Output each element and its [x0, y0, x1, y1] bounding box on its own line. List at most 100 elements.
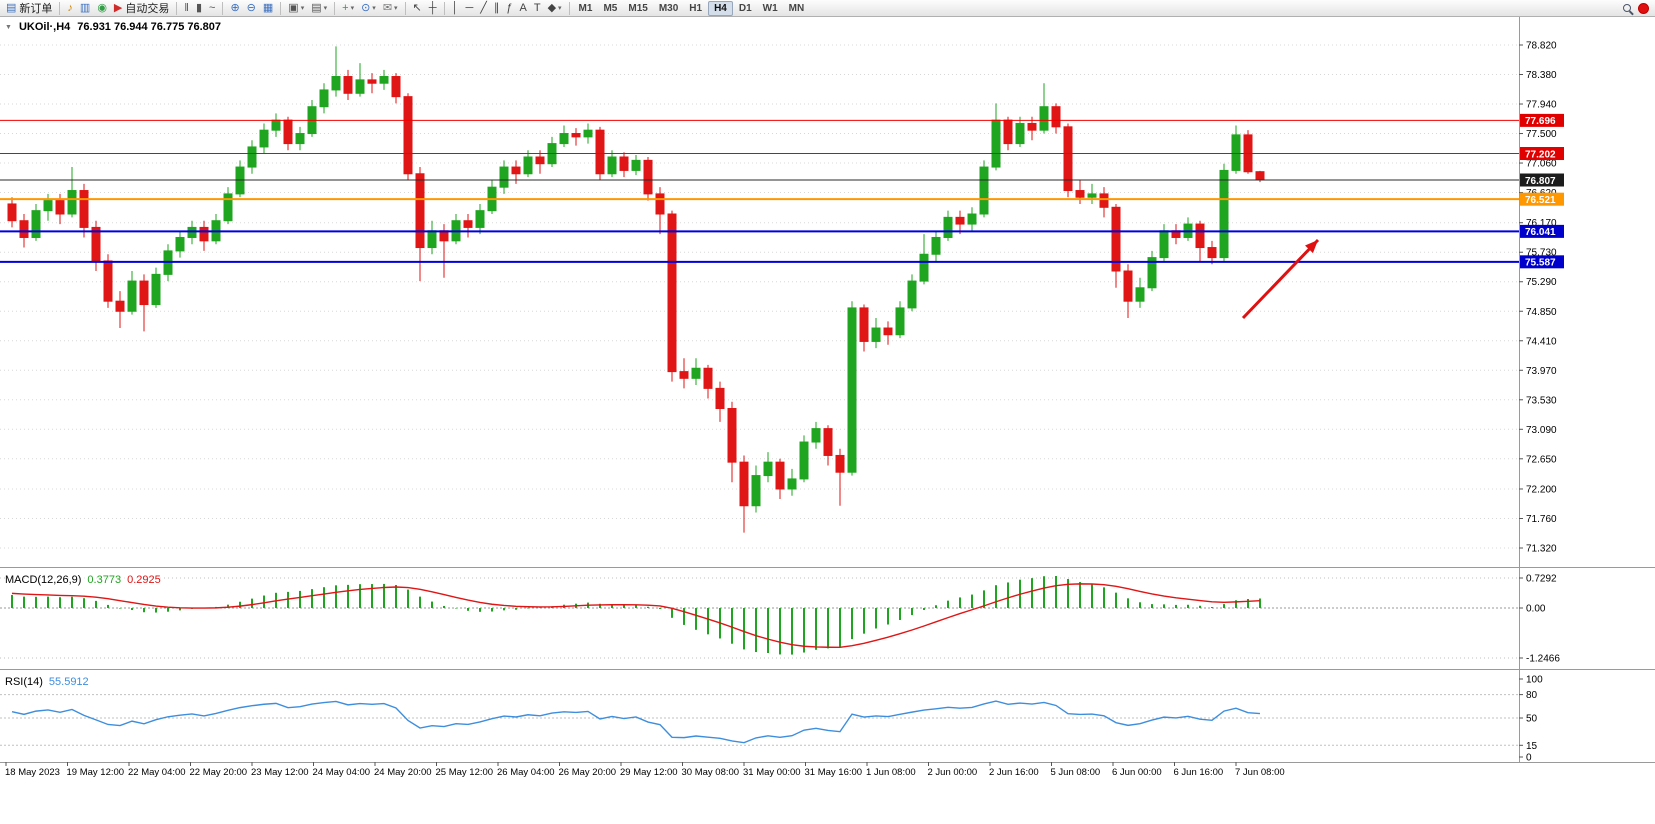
candle[interactable]: [1219, 163, 1229, 261]
candle[interactable]: [691, 358, 701, 386]
arrow-annotation[interactable]: [1241, 238, 1320, 320]
crosshair-tool[interactable]: ┼: [426, 1, 440, 16]
candle[interactable]: [655, 187, 665, 235]
candle[interactable]: [343, 69, 353, 100]
candle[interactable]: [1231, 125, 1241, 174]
level-lines-layer[interactable]: [0, 119, 1519, 263]
notification-badge[interactable]: [1638, 2, 1649, 14]
candle[interactable]: [571, 128, 581, 146]
cursor-tool[interactable]: ↖: [410, 1, 425, 16]
candle[interactable]: [391, 73, 401, 104]
candle[interactable]: [247, 140, 257, 174]
trendline-tool[interactable]: ╱: [477, 1, 490, 16]
candle[interactable]: [871, 317, 881, 349]
candle[interactable]: [835, 448, 845, 506]
timeframe-m30[interactable]: M30: [658, 2, 679, 14]
add-indicator-button[interactable]: + ▾: [339, 1, 357, 16]
candle[interactable]: [127, 271, 137, 315]
candle[interactable]: [1243, 130, 1253, 174]
candle[interactable]: [487, 180, 497, 215]
candle[interactable]: [955, 210, 965, 235]
candle[interactable]: [1075, 180, 1085, 204]
candle[interactable]: [1183, 217, 1193, 241]
candle[interactable]: [631, 154, 641, 176]
candle[interactable]: [211, 214, 221, 245]
candle[interactable]: [1111, 203, 1121, 288]
candle[interactable]: [1195, 220, 1205, 261]
shapes-tool[interactable]: ◆ ▾: [545, 1, 565, 16]
label-tool[interactable]: T: [531, 1, 544, 16]
candle[interactable]: [379, 69, 389, 90]
candle[interactable]: [727, 401, 737, 483]
channel-tool[interactable]: ∥: [491, 1, 503, 16]
search-button[interactable]: [1620, 1, 1634, 16]
snapshot-button[interactable]: ✉ ▾: [380, 1, 401, 16]
candle[interactable]: [415, 167, 425, 282]
candle[interactable]: [991, 103, 1001, 171]
zoom-in-icon[interactable]: ⊕: [227, 1, 242, 16]
candle[interactable]: [31, 203, 41, 241]
candle[interactable]: [739, 455, 749, 533]
candles-layer[interactable]: [7, 46, 1265, 533]
candle[interactable]: [187, 220, 197, 245]
candle[interactable]: [499, 160, 509, 194]
period-button[interactable]: ⊙ ▾: [358, 1, 379, 16]
candle[interactable]: [235, 160, 245, 198]
candle[interactable]: [967, 207, 977, 231]
candle[interactable]: [91, 220, 101, 272]
timeframe-d1[interactable]: D1: [738, 2, 752, 14]
mql-community-icon[interactable]: ◉: [94, 1, 110, 16]
candle[interactable]: [1207, 240, 1217, 265]
candle[interactable]: [1015, 116, 1025, 147]
candle[interactable]: [223, 187, 233, 225]
candle[interactable]: [979, 160, 989, 218]
candle[interactable]: [811, 421, 821, 449]
candlestick-chart-icon[interactable]: ▮: [193, 1, 205, 16]
candle[interactable]: [151, 267, 161, 308]
candle[interactable]: [295, 126, 305, 151]
timeframe-m1[interactable]: M1: [578, 2, 593, 14]
candle[interactable]: [1123, 264, 1133, 318]
candle[interactable]: [859, 304, 869, 352]
candle[interactable]: [139, 274, 149, 332]
zoom-out-icon[interactable]: ⊖: [244, 1, 259, 16]
candle[interactable]: [283, 116, 293, 151]
candle[interactable]: [79, 183, 89, 238]
candle[interactable]: [175, 230, 185, 258]
timeframe-w1[interactable]: W1: [762, 2, 778, 14]
candle[interactable]: [715, 381, 725, 422]
candle[interactable]: [523, 150, 533, 178]
timeframe-m15[interactable]: M15: [628, 2, 648, 14]
candle[interactable]: [619, 152, 629, 178]
candle[interactable]: [799, 435, 809, 483]
candle[interactable]: [907, 274, 917, 312]
candle[interactable]: [1039, 83, 1049, 134]
candle[interactable]: [559, 125, 569, 147]
candle[interactable]: [1147, 250, 1157, 292]
candle[interactable]: [667, 210, 677, 382]
candle[interactable]: [847, 301, 857, 476]
candle[interactable]: [475, 203, 485, 235]
candle[interactable]: [535, 150, 545, 174]
candle[interactable]: [931, 230, 941, 261]
vertical-line-tool[interactable]: │: [449, 1, 462, 16]
candle[interactable]: [823, 425, 833, 466]
line-chart-icon[interactable]: ~: [206, 1, 218, 16]
chart-collapse-icon[interactable]: ▼: [5, 23, 12, 31]
candle[interactable]: [1003, 116, 1013, 151]
candle[interactable]: [427, 220, 437, 255]
profiles-button[interactable]: ▤ ▾: [308, 1, 330, 16]
candle[interactable]: [1099, 187, 1109, 218]
timeframe-m5[interactable]: M5: [603, 2, 618, 14]
candle[interactable]: [355, 63, 365, 97]
candle[interactable]: [115, 291, 125, 329]
sound-alert-icon[interactable]: ♪: [64, 1, 76, 16]
candle[interactable]: [943, 210, 953, 241]
candle[interactable]: [43, 193, 53, 221]
grid-icon[interactable]: ▦: [260, 1, 276, 16]
candle[interactable]: [1135, 277, 1145, 308]
candle[interactable]: [463, 214, 473, 238]
candle[interactable]: [883, 321, 893, 345]
new-chart-button[interactable]: ▣ ▾: [285, 1, 307, 16]
candle[interactable]: [307, 99, 317, 137]
